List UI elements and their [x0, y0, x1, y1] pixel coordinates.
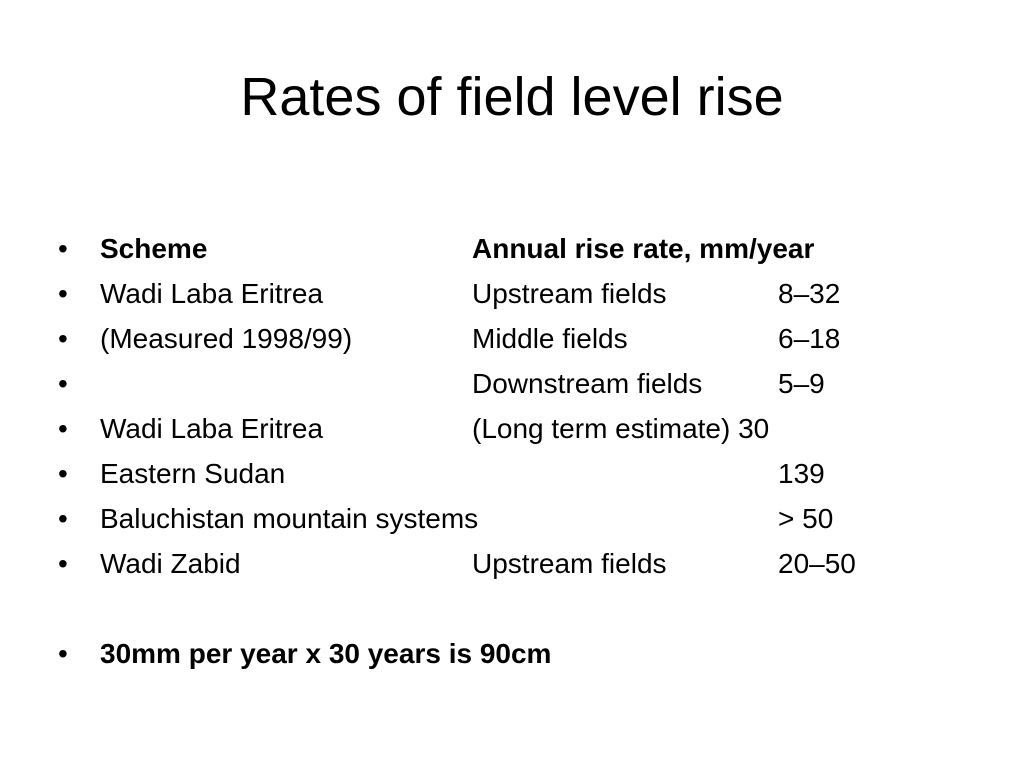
list-item: • (Measured 1998/99) Middle fields 6–18 [58, 316, 998, 361]
header-row: • Scheme Annual rise rate, mm/year [58, 226, 998, 271]
rate-header: Annual rise rate, mm/year [472, 233, 815, 264]
scheme-header: Scheme [100, 233, 208, 264]
bullet-list: • Scheme Annual rise rate, mm/year • Wad… [58, 226, 998, 676]
list-item: • Baluchistan mountain systems > 50 [58, 496, 998, 541]
area-cell: (Long term estimate) 30 [472, 413, 770, 444]
rate-cell: 6–18 [778, 323, 841, 354]
bullet-icon: • [58, 368, 68, 399]
bullet-icon: • [58, 548, 68, 579]
list-item: • Wadi Zabid Upstream fields 20–50 [58, 541, 998, 586]
rate-cell: 5–9 [778, 368, 825, 399]
area-cell: Upstream fields [472, 548, 667, 579]
bullet-icon: • [58, 503, 68, 534]
bullet-icon: • [58, 233, 68, 264]
summary-text: 30mm per year x 30 years is 90cm [100, 638, 552, 669]
bullet-icon: • [58, 638, 68, 669]
rate-cell: 20–50 [778, 548, 856, 579]
area-cell: Middle fields [472, 323, 628, 354]
scheme-cell: Wadi Laba Eritrea [100, 278, 324, 309]
bullet-icon: • [58, 323, 68, 354]
rate-cell: > 50 [778, 503, 834, 534]
rate-cell: 8–32 [778, 278, 841, 309]
slide-title: Rates of field level rise [240, 67, 784, 127]
bullet-icon: • [58, 278, 68, 309]
list-item: • Wadi Laba Eritrea (Long term estimate)… [58, 406, 998, 451]
scheme-cell: Wadi Zabid [100, 548, 241, 579]
area-cell: Downstream fields [472, 368, 703, 399]
scheme-cell: Wadi Laba Eritrea [100, 413, 324, 444]
area-cell: Upstream fields [472, 278, 667, 309]
bullet-icon: • [58, 458, 68, 489]
list-item: • Downstream fields 5–9 [58, 361, 998, 406]
summary-item: • 30mm per year x 30 years is 90cm [58, 631, 998, 676]
bullet-icon: • [58, 413, 68, 444]
rate-cell: 139 [778, 458, 825, 489]
list-item: • Eastern Sudan 139 [58, 451, 998, 496]
scheme-cell: Baluchistan mountain systems [100, 503, 479, 534]
list-item: • Wadi Laba Eritrea Upstream fields 8–32 [58, 271, 998, 316]
scheme-cell: Eastern Sudan [100, 458, 286, 489]
scheme-cell: (Measured 1998/99) [100, 323, 353, 354]
